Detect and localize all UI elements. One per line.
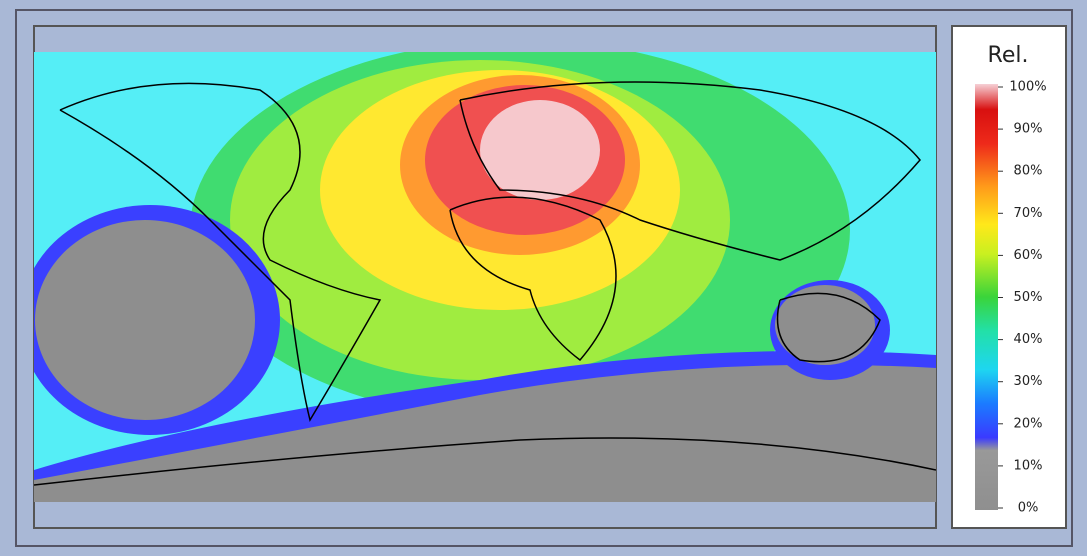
- legend-box: [951, 25, 1067, 529]
- legend-tick-label: 30%: [1014, 374, 1043, 389]
- legend-tick-label: 10%: [1014, 458, 1043, 473]
- legend-tick-label: 100%: [1009, 80, 1046, 95]
- legend-tick-label: 90%: [1014, 122, 1043, 137]
- color-bar: [975, 84, 998, 510]
- legend-tick-label: 80%: [1014, 164, 1043, 179]
- legend-tick-label: 50%: [1014, 290, 1043, 305]
- legend-tick-label: 0%: [1018, 501, 1039, 516]
- legend-tick-label: 70%: [1014, 206, 1043, 221]
- coverage-map: [34, 52, 936, 502]
- legend-title: Rel.: [988, 43, 1029, 68]
- legend-tick-label: 40%: [1014, 332, 1043, 347]
- legend-tick-label: 60%: [1014, 248, 1043, 263]
- legend-tick-label: 20%: [1014, 416, 1043, 431]
